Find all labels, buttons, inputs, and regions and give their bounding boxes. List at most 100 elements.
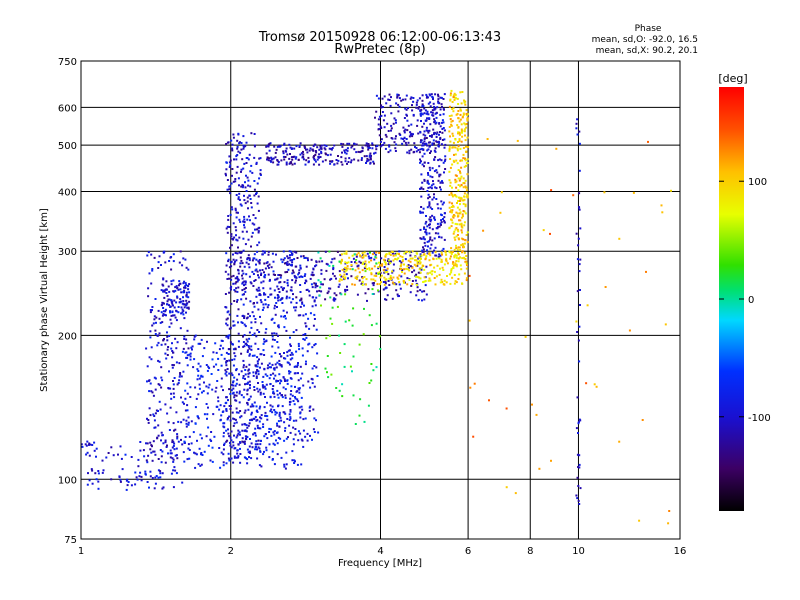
echo-point — [466, 118, 469, 120]
echo-point — [449, 166, 452, 169]
echo-point — [364, 265, 367, 268]
echo-point — [310, 258, 313, 261]
echo-point — [421, 125, 424, 128]
echo-point — [455, 195, 458, 198]
echo-point — [202, 390, 205, 393]
echo-point — [237, 456, 240, 459]
echo-point — [458, 208, 461, 211]
echo-point — [412, 133, 414, 136]
echo-point — [228, 188, 231, 191]
echo-point — [262, 426, 265, 428]
echo-point — [461, 250, 464, 253]
echo-point — [289, 264, 292, 267]
echo-point — [555, 147, 558, 150]
echo-point — [410, 96, 413, 99]
echo-point — [284, 156, 287, 158]
echo-point — [456, 228, 459, 231]
echo-point — [361, 277, 364, 280]
echo-point — [341, 395, 344, 398]
echo-point — [270, 156, 273, 159]
echo-point — [457, 257, 460, 260]
echo-point — [359, 255, 362, 258]
echo-point — [435, 121, 438, 124]
echo-point — [227, 428, 229, 431]
echo-point — [375, 272, 378, 275]
echo-point — [251, 334, 254, 336]
echo-point — [422, 188, 425, 191]
echo-point — [440, 200, 443, 203]
echo-point — [421, 103, 424, 106]
echo-point — [467, 146, 469, 148]
echo-point — [330, 148, 333, 150]
echo-point — [259, 294, 262, 297]
echo-point — [363, 276, 366, 278]
echo-point — [148, 356, 151, 359]
echo-point — [151, 391, 154, 394]
echo-point — [157, 424, 160, 427]
echo-point — [398, 105, 401, 108]
echo-point — [150, 390, 153, 393]
echo-point — [177, 382, 180, 384]
echo-point — [452, 232, 455, 235]
echo-point — [277, 420, 280, 423]
echo-point — [238, 383, 241, 386]
echo-point — [410, 251, 413, 253]
echo-point — [142, 449, 145, 452]
echo-point — [364, 292, 367, 295]
echo-point — [638, 519, 641, 522]
echo-point — [366, 268, 369, 270]
echo-point — [184, 282, 187, 285]
echo-point — [239, 262, 242, 265]
echo-point — [314, 160, 317, 163]
echo-point — [183, 441, 186, 444]
echo-point — [160, 264, 162, 266]
echo-point — [232, 384, 235, 387]
echo-point — [197, 370, 200, 372]
echo-point — [373, 252, 376, 255]
echo-point — [329, 296, 332, 299]
echo-point — [468, 274, 471, 277]
echo-point — [170, 256, 173, 258]
echo-point — [423, 122, 425, 125]
echo-point — [618, 237, 621, 240]
echo-point — [289, 370, 292, 373]
echo-point — [456, 206, 459, 209]
echo-point — [422, 265, 425, 267]
echo-point — [385, 298, 388, 301]
echo-point — [423, 290, 426, 293]
echo-point — [458, 223, 461, 226]
echo-point — [549, 232, 551, 235]
echo-point — [153, 415, 156, 417]
echo-point — [276, 424, 279, 427]
echo-point — [462, 157, 465, 160]
echo-point — [406, 268, 409, 271]
echo-point — [183, 335, 186, 338]
echo-point — [299, 377, 302, 380]
echo-point — [278, 359, 281, 362]
echo-point — [258, 261, 261, 264]
echo-point — [361, 276, 364, 279]
echo-point — [163, 296, 166, 299]
echo-point — [157, 261, 160, 264]
echo-point — [165, 314, 167, 317]
echo-point — [368, 146, 371, 149]
echo-point — [421, 99, 424, 102]
echo-point — [393, 141, 396, 144]
echo-point — [218, 348, 221, 351]
echo-point — [270, 408, 273, 411]
echo-point — [328, 264, 331, 267]
echo-point — [303, 257, 306, 259]
echo-point — [289, 146, 292, 149]
echo-point — [300, 297, 303, 300]
echo-point — [442, 218, 444, 220]
echo-point — [403, 272, 406, 275]
echo-point — [439, 136, 442, 139]
echo-point — [462, 177, 465, 180]
echo-point — [236, 154, 239, 156]
echo-point — [248, 215, 250, 218]
echo-point — [335, 159, 338, 161]
echo-point — [457, 103, 460, 105]
echo-point — [291, 269, 294, 272]
echo-point — [247, 381, 250, 384]
echo-point — [286, 255, 289, 258]
